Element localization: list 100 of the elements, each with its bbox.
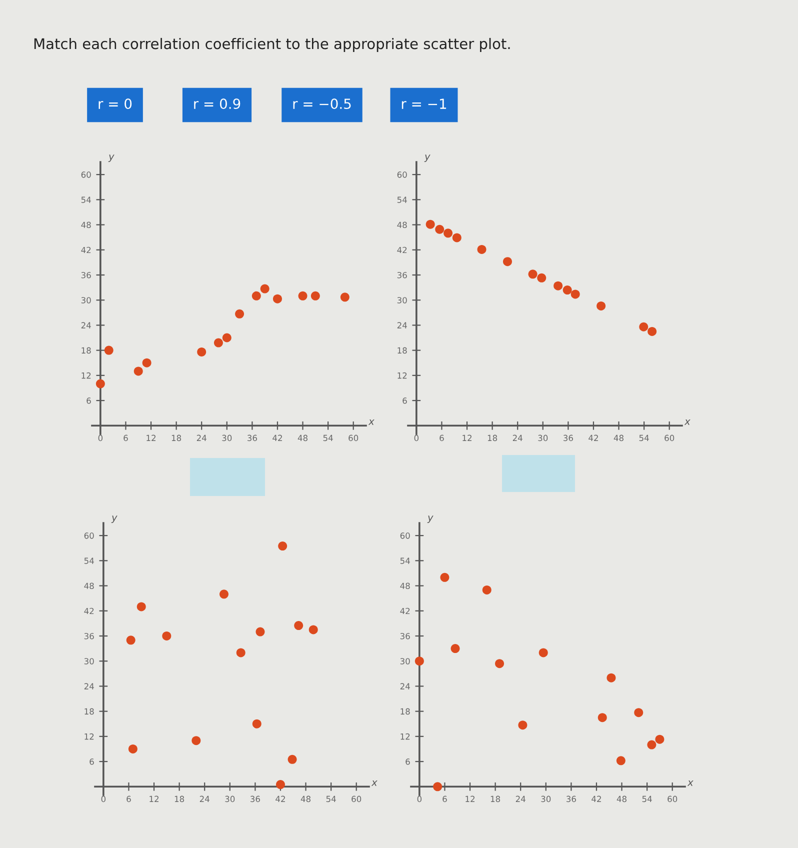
point [648, 326, 657, 336]
x-tick-label: 36 [248, 434, 257, 442]
x-tick-label: 18 [488, 434, 498, 442]
y-tick-label: 42 [400, 608, 410, 614]
y-tick-label: 54 [397, 196, 407, 203]
y-tick-label: 42 [81, 246, 91, 254]
y-tick-label: 54 [84, 558, 94, 564]
point [214, 338, 223, 348]
y-tick-label: 24 [81, 322, 91, 328]
point [272, 294, 282, 304]
x-tick-label: 18 [172, 434, 182, 442]
y-tick-label: 18 [400, 708, 410, 715]
y-tick-label: 48 [84, 582, 94, 590]
y-tick-label: 36 [400, 632, 410, 640]
point [596, 301, 606, 310]
point [236, 648, 246, 658]
point [538, 648, 548, 658]
x-tick-label: 12 [146, 434, 156, 441]
y-tick-label: 12 [400, 733, 410, 740]
x-tick-label: 60 [348, 434, 358, 442]
point [128, 744, 138, 754]
point [616, 756, 626, 766]
y-tick-label: 54 [81, 196, 91, 203]
y-tick-label: 12 [84, 733, 94, 740]
x-axis-title: x [368, 420, 374, 425]
x-tick-label: 48 [614, 434, 624, 442]
x-tick-label: 18 [490, 796, 500, 802]
point [340, 292, 350, 302]
x-tick-label: 6 [126, 796, 131, 802]
y-axis-title: y [424, 154, 430, 162]
point [162, 631, 172, 640]
y-tick-label: 6 [86, 398, 91, 404]
point [288, 754, 297, 764]
y-tick-label: 36 [84, 632, 94, 640]
y-axis-title: y [427, 516, 434, 523]
x-tick-label: 24 [516, 796, 526, 802]
x-tick-label: 36 [564, 434, 573, 442]
x-tick-label: 60 [668, 796, 678, 802]
x-tick-label: 12 [466, 796, 474, 802]
y-tick-label: 42 [397, 246, 407, 254]
x-tick-label: 0 [98, 434, 103, 442]
x-tick-label: 42 [272, 434, 282, 441]
point [647, 740, 656, 750]
point [308, 625, 318, 634]
point [294, 621, 304, 630]
y-tick-label: 30 [84, 658, 94, 664]
point [477, 244, 486, 254]
x-tick-label: 42 [592, 796, 601, 802]
x-tick-label: 0 [414, 434, 419, 442]
y-tick-label: 6 [406, 758, 410, 765]
point [142, 358, 152, 368]
point [426, 220, 435, 229]
x-tick-label: 18 [174, 796, 184, 802]
x-tick-label: 30 [225, 796, 235, 802]
x-tick-label: 54 [642, 796, 652, 802]
point [310, 291, 320, 300]
x-tick-label: 24 [200, 796, 210, 802]
y-tick-label: 36 [81, 272, 91, 278]
y-tick-label: 18 [84, 708, 94, 715]
x-tick-label: 36 [250, 796, 260, 802]
point [414, 656, 424, 666]
y-axis-title: y [111, 516, 118, 523]
x-tick-label: 48 [300, 796, 310, 802]
y-tick-label: 12 [398, 372, 407, 379]
x-tick-label: 30 [541, 796, 551, 802]
x-tick-label: 54 [639, 434, 649, 442]
point [435, 224, 444, 234]
point [639, 322, 648, 332]
y-tick-label: 42 [84, 608, 94, 614]
x-tick-label: 0 [417, 796, 422, 802]
text: r = −0.5 [293, 98, 351, 110]
x-tick-label: 6 [124, 434, 128, 442]
point [495, 659, 504, 668]
point [197, 347, 206, 356]
y-tick-label: 60 [397, 172, 407, 178]
point [518, 720, 528, 730]
point [570, 290, 580, 299]
point [235, 309, 244, 318]
x-axis-title: x [684, 420, 690, 425]
y-tick-label: 48 [81, 222, 91, 228]
text: r = −1 [402, 98, 446, 109]
point [634, 708, 644, 718]
y-tick-label: 24 [400, 683, 410, 690]
text: r = 0.9 [194, 98, 240, 110]
point [134, 366, 143, 376]
point [562, 286, 572, 295]
point [252, 719, 262, 728]
point [298, 291, 308, 300]
x-tick-label: 0 [101, 796, 106, 802]
point [256, 627, 265, 636]
x-tick-label: 30 [222, 434, 232, 442]
y-tick-label: 24 [397, 322, 407, 328]
x-tick-label: 60 [664, 434, 674, 442]
x-tick-label: 36 [566, 796, 576, 802]
point [222, 333, 232, 342]
point [104, 346, 114, 355]
point [136, 602, 146, 612]
x-tick-label: 42 [276, 796, 285, 802]
x-axis-title: x [687, 780, 694, 786]
x-tick-label: 54 [326, 796, 336, 802]
